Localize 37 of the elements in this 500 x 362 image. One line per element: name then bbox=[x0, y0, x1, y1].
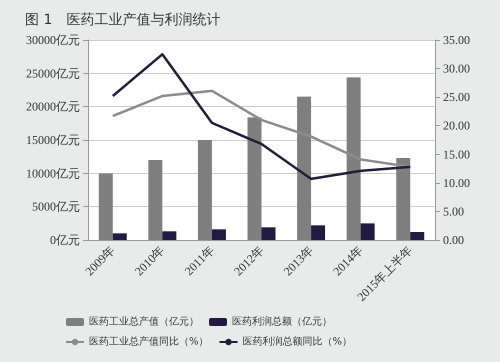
bar bbox=[162, 231, 176, 240]
y2-tick-label: 15.00 bbox=[443, 147, 470, 162]
x-tick-label: 2011年 bbox=[182, 243, 217, 278]
y2-tick-label: 25.00 bbox=[443, 90, 470, 104]
bar bbox=[360, 223, 375, 240]
bar bbox=[212, 229, 226, 240]
legend-label: 医药工业总产值（亿元） bbox=[89, 316, 199, 328]
legend-label: 医药利润总额（亿元） bbox=[232, 316, 332, 328]
y-tick-label: 0亿元 bbox=[50, 233, 80, 247]
bar bbox=[262, 227, 276, 240]
bar bbox=[297, 96, 312, 240]
y-tick-label: 5000亿元 bbox=[32, 200, 80, 214]
bar bbox=[112, 233, 127, 240]
y2-tick-label: 5.00 bbox=[443, 204, 464, 218]
y2-tick-label: 30.00 bbox=[443, 62, 470, 76]
line-series bbox=[112, 90, 412, 168]
y-tick-label: 20000亿元 bbox=[26, 100, 80, 114]
y-tick-label: 25000亿元 bbox=[26, 66, 80, 80]
y2-tick-label: 0.00 bbox=[443, 233, 464, 247]
chart-title: 图 1 医药工业产值与利润统计 bbox=[25, 12, 220, 28]
y-tick-label: 30000亿元 bbox=[26, 33, 80, 47]
line-series bbox=[112, 53, 412, 180]
bar bbox=[346, 77, 361, 240]
bar bbox=[198, 140, 212, 240]
bar bbox=[396, 158, 410, 240]
bar bbox=[98, 173, 113, 240]
bar bbox=[410, 232, 424, 240]
y2-tick-label: 10.00 bbox=[443, 176, 470, 190]
y2-tick-label: 35.00 bbox=[443, 33, 470, 47]
legend-label: 医药工业总产值同比（%） bbox=[89, 336, 209, 348]
y2-tick-label: 20.00 bbox=[443, 118, 470, 133]
y-tick-label: 15000亿元 bbox=[26, 133, 80, 147]
y-tick-label: 10000亿元 bbox=[26, 166, 80, 180]
bar bbox=[248, 117, 262, 240]
bar bbox=[311, 225, 326, 240]
legend-label: 医药利润总额同比（%） bbox=[242, 336, 352, 348]
bar bbox=[148, 160, 162, 240]
